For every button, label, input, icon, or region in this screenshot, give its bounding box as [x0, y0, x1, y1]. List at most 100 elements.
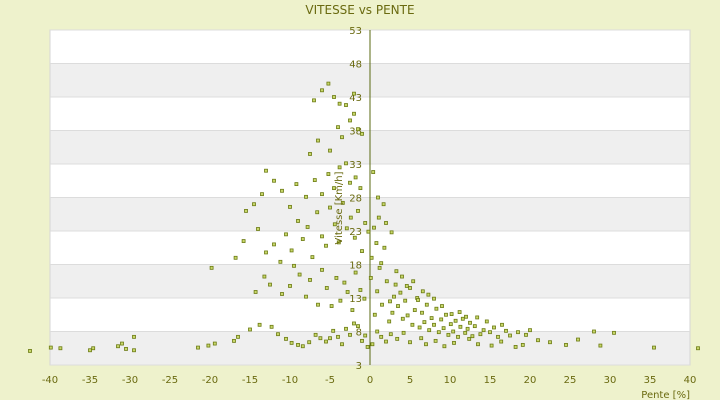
data-point — [375, 329, 380, 334]
data-point — [375, 289, 380, 294]
data-point — [411, 279, 416, 284]
data-point — [316, 138, 320, 143]
data-point — [260, 192, 264, 197]
data-point — [401, 330, 406, 335]
data-point — [463, 330, 468, 335]
data-point — [476, 342, 480, 347]
data-point — [278, 259, 283, 264]
x-tick-label: -10 — [282, 375, 298, 386]
y-tick-label: 3 — [356, 361, 362, 372]
data-point — [296, 219, 300, 223]
data-point — [332, 222, 337, 227]
data-point — [336, 240, 341, 245]
data-point — [468, 320, 472, 325]
data-point — [236, 334, 240, 339]
data-point — [408, 340, 412, 345]
data-point — [513, 345, 518, 349]
data-point — [390, 310, 395, 315]
data-point — [440, 304, 444, 308]
data-point — [248, 327, 252, 332]
data-point — [297, 272, 302, 277]
data-point — [316, 302, 320, 307]
data-point — [132, 334, 136, 339]
data-point — [324, 286, 329, 290]
data-point — [394, 269, 399, 274]
data-point — [272, 178, 276, 183]
data-point — [564, 342, 568, 347]
data-point — [356, 208, 360, 213]
data-point — [374, 241, 379, 245]
data-point — [446, 332, 451, 337]
data-point — [395, 336, 400, 341]
data-point — [387, 319, 392, 324]
data-point — [380, 302, 384, 307]
data-point — [369, 255, 374, 260]
data-point — [328, 148, 332, 153]
data-point — [393, 282, 398, 287]
data-point — [500, 322, 504, 327]
data-point — [548, 340, 552, 345]
data-point — [475, 315, 480, 320]
data-point — [470, 334, 475, 339]
x-tick-labels: -40 -35 -30 -25 -20 -15 -10 -5 0 5 10 15 20 25 30 35 40 — [42, 375, 697, 386]
data-point — [257, 322, 262, 327]
data-point — [269, 324, 274, 329]
data-point — [416, 298, 420, 302]
data-point — [419, 336, 424, 341]
data-point — [417, 325, 422, 330]
data-point — [288, 284, 292, 288]
data-point — [233, 255, 238, 260]
data-point — [212, 341, 217, 346]
data-point — [508, 333, 512, 338]
data-point — [340, 342, 344, 347]
data-point — [405, 313, 410, 318]
data-point — [264, 250, 268, 255]
x-tick-label: 15 — [484, 375, 497, 386]
data-point — [478, 332, 483, 337]
data-point — [449, 312, 454, 316]
data-point — [472, 324, 477, 329]
data-point — [350, 308, 355, 312]
y-axis-label: Vitesse [Km/h] — [334, 171, 345, 244]
data-point — [320, 267, 324, 272]
data-point — [516, 330, 520, 335]
data-point — [499, 339, 504, 344]
data-point — [489, 343, 494, 348]
data-point — [696, 346, 700, 351]
data-point — [384, 221, 388, 225]
data-point — [28, 349, 32, 353]
data-point — [348, 180, 352, 185]
data-point — [268, 282, 272, 287]
data-point — [465, 326, 470, 331]
data-point — [457, 310, 462, 314]
data-point — [48, 345, 53, 350]
data-point — [352, 111, 356, 116]
data-point — [426, 292, 431, 297]
y-tick-label: 18 — [349, 261, 362, 272]
data-point — [344, 161, 348, 166]
data-point — [300, 237, 305, 241]
data-point — [371, 170, 376, 174]
data-point — [360, 131, 364, 136]
x-tick-label: 30 — [604, 375, 617, 386]
data-point — [492, 325, 496, 330]
data-point — [441, 326, 446, 331]
data-point — [344, 103, 348, 107]
data-point — [372, 312, 377, 317]
x-tick-label: -5 — [325, 375, 335, 386]
data-point — [348, 118, 352, 123]
data-point — [324, 339, 328, 344]
data-point — [272, 242, 276, 247]
data-point — [342, 280, 347, 285]
data-point — [356, 324, 360, 329]
data-point — [652, 345, 656, 350]
data-point — [244, 208, 248, 213]
data-point — [467, 336, 472, 341]
data-point — [262, 274, 267, 279]
data-point — [348, 332, 352, 337]
data-point — [312, 98, 316, 103]
data-point — [209, 265, 214, 270]
data-point — [332, 186, 336, 191]
data-point — [403, 298, 408, 303]
